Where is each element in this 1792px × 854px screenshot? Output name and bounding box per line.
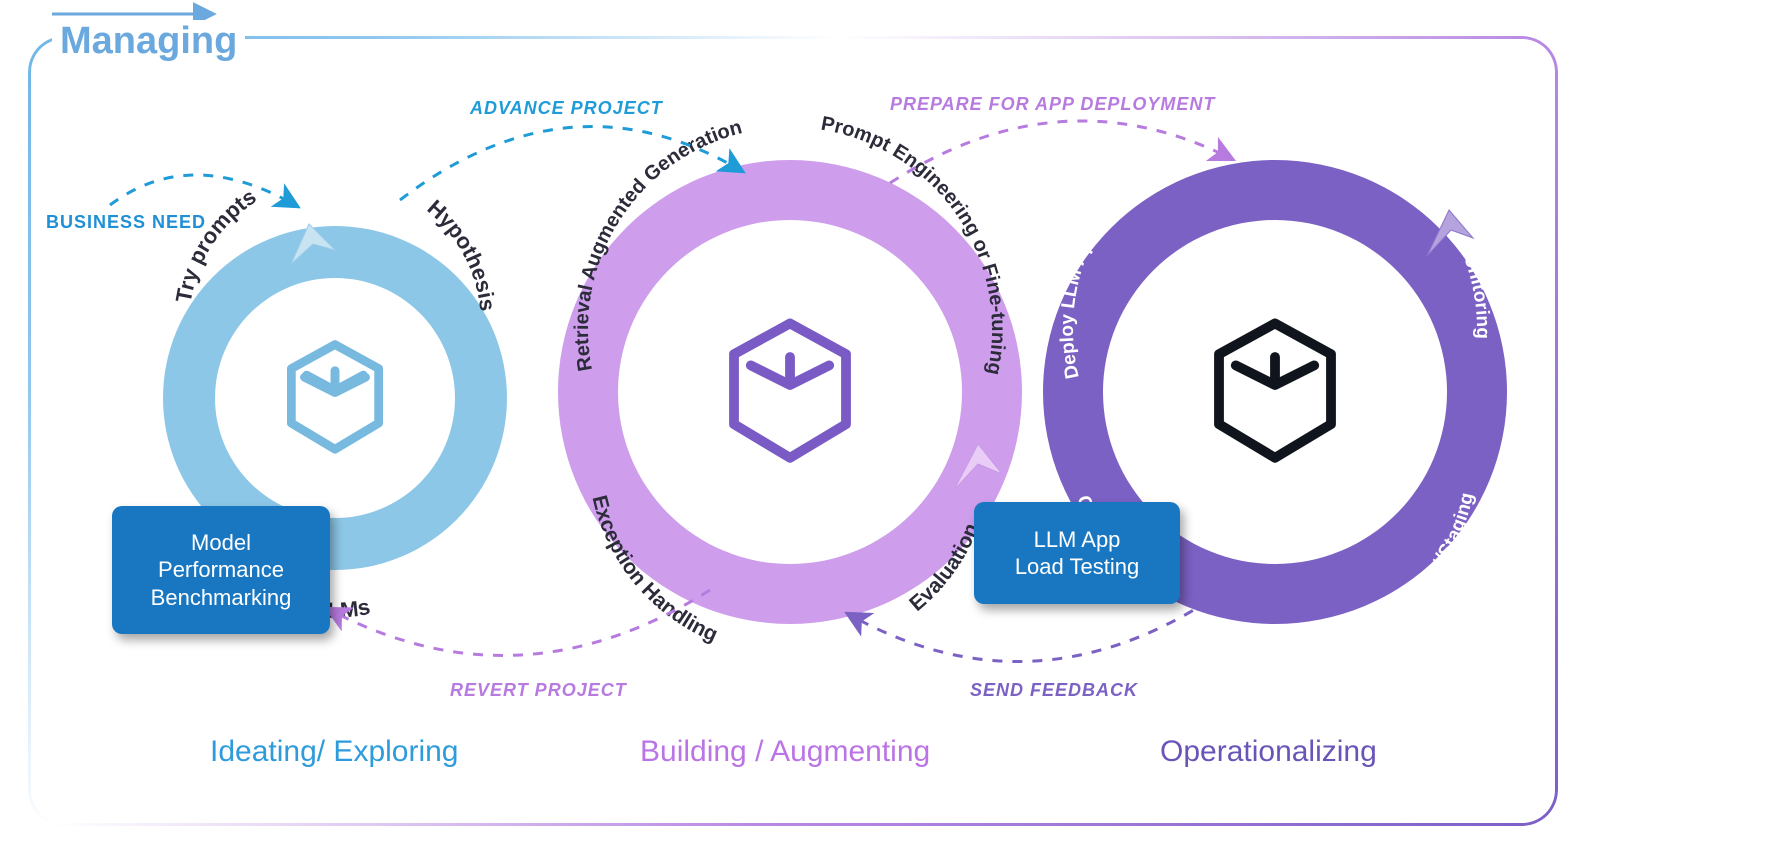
tag-benchmarking: ModelPerformanceBenchmarking bbox=[112, 506, 330, 634]
connector-label-feedback: SEND FEEDBACK bbox=[970, 680, 1138, 701]
phase-label-ideating: Ideating/ Exploring bbox=[210, 735, 459, 769]
phase-label-building: Building / Augmenting bbox=[640, 735, 930, 769]
ring-item-deploy: Deploy LLM App/UI bbox=[1057, 203, 1115, 381]
ring-arrowhead-icon bbox=[283, 220, 343, 268]
ring-building: Retrieval Augmented Generation Prompt En… bbox=[558, 160, 1022, 624]
connector-label-prepare: PREPARE FOR APP DEPLOYMENT bbox=[890, 94, 1215, 115]
tag-loadtest: LLM AppLoad Testing bbox=[974, 502, 1180, 604]
svg-text:Safe Rollout/Staging: Safe Rollout/Staging bbox=[1356, 491, 1478, 641]
ring-building-labels: Retrieval Augmented Generation Prompt En… bbox=[558, 160, 1022, 624]
page-title: Managing bbox=[52, 20, 245, 63]
ring-item-rollout: Safe Rollout/Staging bbox=[1356, 491, 1478, 641]
connector-label-advance: ADVANCE PROJECT bbox=[470, 98, 663, 119]
diagram-stage: Managing BUSINESS NEED Try prompts Hypo bbox=[0, 0, 1792, 854]
svg-text:Deploy LLM App/UI: Deploy LLM App/UI bbox=[1057, 203, 1115, 381]
phase-label-operationalizing: Operationalizing bbox=[1160, 735, 1377, 769]
tag-text: LLM AppLoad Testing bbox=[1015, 526, 1139, 581]
ring-arrowhead-icon bbox=[948, 440, 1004, 496]
connector-label-revert: REVERT PROJECT bbox=[450, 680, 627, 701]
ring-arrowhead-icon bbox=[1421, 208, 1477, 264]
tag-text: ModelPerformanceBenchmarking bbox=[151, 529, 292, 612]
